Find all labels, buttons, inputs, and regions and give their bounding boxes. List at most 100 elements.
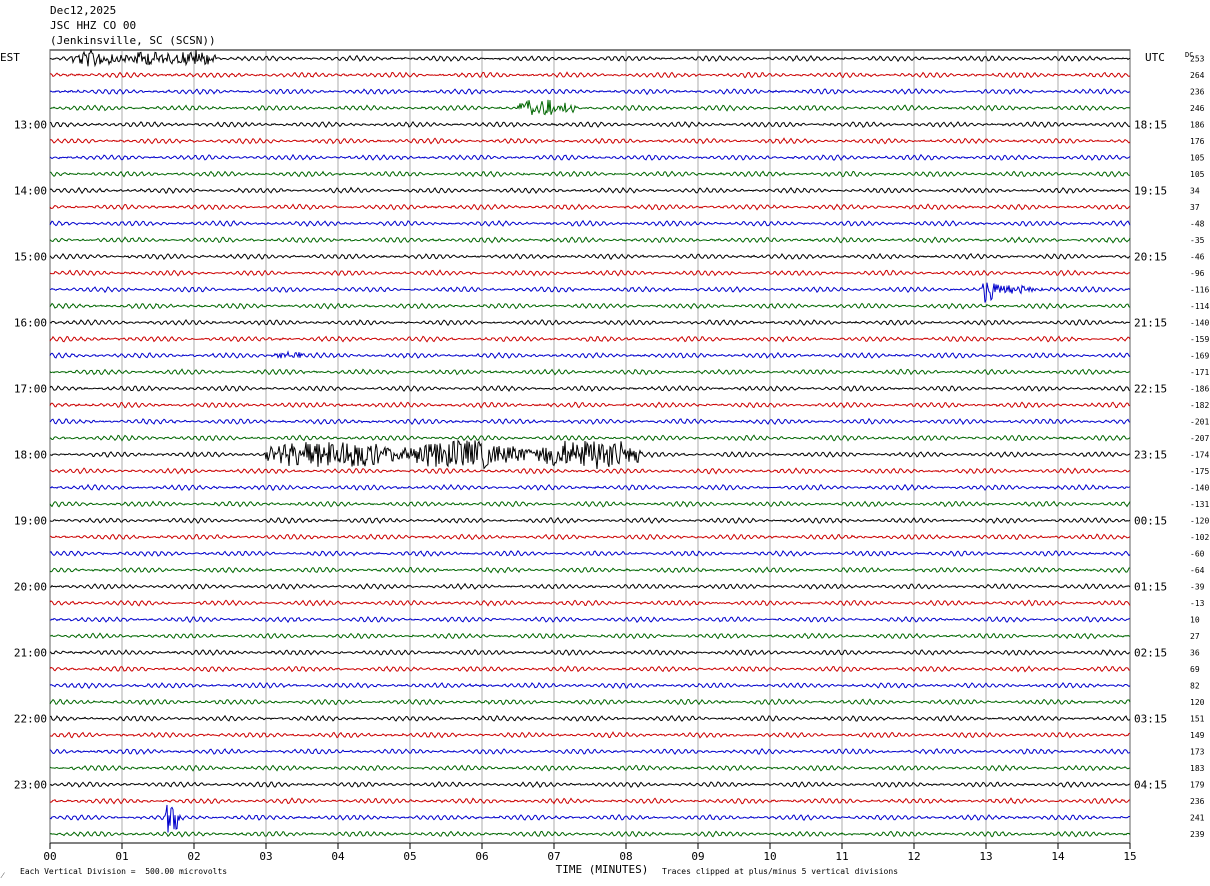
dc-value-label: 179 [1190,781,1205,790]
dc-value-label: 236 [1190,88,1205,97]
dc-value-label: -48 [1190,220,1205,229]
dc-value-label: -102 [1190,533,1209,542]
dc-value-label: 186 [1190,121,1205,130]
dc-value-label: 82 [1190,682,1200,691]
dc-value-label: 34 [1190,187,1200,196]
est-hour-label: 13:00 [14,119,47,132]
trace-line [49,236,1131,244]
dc-value-label: -175 [1190,467,1209,476]
x-tick-label: 02 [187,850,200,863]
trace-line [49,698,1131,706]
x-tick-label: 09 [691,850,704,863]
dc-value-label: 151 [1190,715,1205,724]
trace-line [49,48,1131,68]
dc-value-label: -182 [1190,401,1209,410]
trace-line [49,533,1131,541]
trace-line [49,517,1131,524]
trace-line [49,665,1131,673]
corner-mark: ⁄ [2,871,4,880]
trace-line [49,549,1131,557]
dc-value-label: -207 [1190,434,1209,443]
dc-value-label: -35 [1190,236,1205,245]
x-tick-label: 10 [763,850,776,863]
dc-value-label: 149 [1190,731,1205,740]
dc-value-label: -116 [1190,286,1209,295]
dc-value-label: -201 [1190,418,1209,427]
x-tick-label: 08 [619,850,632,863]
trace-line [49,318,1130,326]
utc-hour-label: 00:15 [1134,515,1167,528]
trace-line [49,170,1131,178]
dc-header: DC [1185,51,1193,59]
dc-value-label: 264 [1190,71,1205,80]
scale-note: Each Vertical Division = 500.00 microvol… [20,867,228,876]
dc-value-label: -131 [1190,500,1209,509]
dc-value-label: -60 [1190,550,1205,559]
trace-line [49,500,1131,508]
dc-value-label: 176 [1190,137,1205,146]
x-tick-label: 11 [835,850,848,863]
trace-line [49,88,1130,96]
trace-group [49,48,1131,838]
est-hour-label: 18:00 [14,449,47,462]
x-tick-label: 15 [1123,850,1136,863]
dc-value-label: 241 [1190,814,1205,823]
trace-line [49,71,1131,79]
utc-hour-label: 03:15 [1134,713,1167,726]
trace-line [49,186,1131,195]
utc-hour-label: 21:15 [1134,317,1167,330]
x-tick-label: 13 [979,850,992,863]
trace-line [49,153,1131,161]
trace-line [49,582,1131,591]
trace-line [49,731,1131,739]
trace-line [49,599,1131,607]
trace-line [49,615,1131,624]
axis-labels: 00 01 02 03 04 05 06 07 08 09 10 11 12 13 14 15 TIME (MI… [0,51,1209,876]
trace-line [49,282,1131,303]
trace-line [49,467,1131,475]
dc-value-label: 105 [1190,170,1205,179]
utc-hour-label: 18:15 [1134,119,1167,132]
dc-value-label: -174 [1190,451,1209,460]
dc-value-label: -96 [1190,269,1205,278]
est-hour-label: 14:00 [14,185,47,198]
dc-value-label: -120 [1190,517,1209,526]
dc-value-label: 120 [1190,698,1205,707]
est-hour-label: 19:00 [14,515,47,528]
station-label: JSC HHZ CO 00 [50,19,137,32]
trace-line [49,830,1131,838]
trace-line [49,252,1131,260]
left-axis-title: EST [0,51,20,64]
utc-hour-label: 01:15 [1134,581,1167,594]
dc-value-label: 236 [1190,797,1205,806]
dc-value-label: 253 [1190,55,1205,64]
trace-line [49,681,1131,690]
est-hour-label: 22:00 [14,713,47,726]
dc-value-label: 105 [1190,154,1205,163]
trace-line [49,350,1131,360]
utc-hour-label: 19:15 [1134,185,1167,198]
trace-line [49,714,1131,722]
trace-line [49,797,1131,805]
trace-line [49,439,1131,470]
x-tick-label: 00 [43,850,56,863]
est-hour-label: 17:00 [14,383,47,396]
trace-line [49,269,1131,277]
trace-line [49,764,1131,772]
trace-line [49,401,1131,409]
dc-value-label: 27 [1190,632,1200,641]
dc-value-label: -13 [1190,599,1205,608]
x-tick-label: 01 [115,850,128,863]
date-label: Dec12,2025 [50,4,117,17]
dc-value-label: 10 [1190,616,1200,625]
est-hour-label: 16:00 [14,317,47,330]
dc-value-label: -186 [1190,385,1209,394]
trace-line [49,804,1131,833]
dc-value-label: -46 [1190,253,1205,262]
dc-value-label: -171 [1190,368,1209,377]
trace-line [49,121,1131,129]
trace-line [49,747,1131,755]
trace-line [49,417,1131,426]
utc-hour-label: 23:15 [1134,449,1167,462]
dc-value-label: -114 [1190,302,1209,311]
